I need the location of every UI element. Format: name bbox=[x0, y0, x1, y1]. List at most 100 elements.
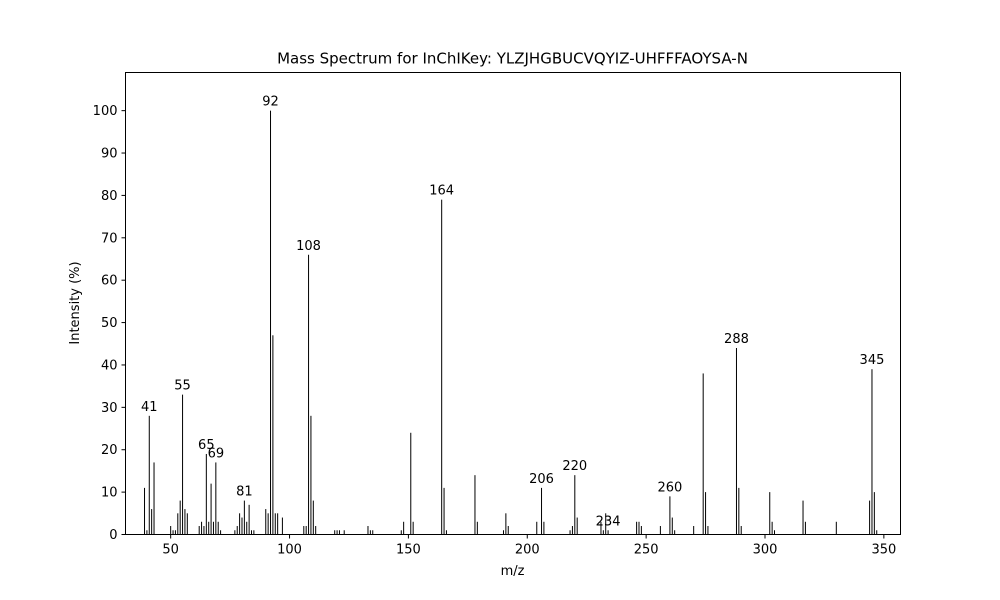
peak-bar bbox=[607, 530, 609, 535]
peak-bar bbox=[172, 530, 174, 535]
peak-bar bbox=[659, 526, 661, 535]
peak-bar bbox=[474, 475, 476, 535]
peak-bar bbox=[272, 335, 274, 535]
peak-label: 288 bbox=[724, 332, 749, 347]
peak-bar bbox=[186, 513, 188, 535]
peak-bar bbox=[638, 521, 640, 535]
peak-bar bbox=[674, 530, 676, 535]
peak-label: 65 bbox=[198, 438, 215, 453]
peak-bar bbox=[445, 530, 447, 535]
peak-bar bbox=[702, 373, 704, 535]
peak-bar bbox=[182, 394, 184, 535]
spectrum-bars bbox=[144, 110, 878, 535]
peak-bar bbox=[184, 509, 186, 535]
peak-bar bbox=[305, 526, 307, 535]
peak-label: 260 bbox=[657, 480, 682, 495]
peak-bar bbox=[148, 415, 150, 535]
peak-bar bbox=[146, 530, 148, 535]
peak-bar bbox=[574, 475, 576, 535]
peak-bar bbox=[144, 487, 146, 535]
y-tick-label: 20 bbox=[101, 443, 118, 458]
peak-bar bbox=[367, 526, 369, 535]
peak-bar bbox=[343, 530, 345, 535]
y-tick-label: 60 bbox=[101, 274, 118, 289]
peak-label: 234 bbox=[596, 514, 621, 529]
peak-bar bbox=[802, 500, 804, 535]
y-tick-label: 0 bbox=[109, 528, 117, 543]
peak-bar bbox=[220, 530, 222, 535]
peak-bar bbox=[671, 517, 673, 535]
peak-bar bbox=[281, 517, 283, 535]
y-tick-label: 70 bbox=[101, 231, 118, 246]
x-axis-label: m/z bbox=[501, 564, 525, 579]
y-axis-ticks: 0 10 20 30 40 50 60 70 80 90 100 bbox=[93, 104, 126, 543]
peak-bar bbox=[205, 453, 207, 535]
peak-bar bbox=[210, 483, 212, 535]
peak-bar bbox=[835, 521, 837, 535]
peak-bar bbox=[403, 521, 405, 535]
peak-bar bbox=[338, 530, 340, 535]
peak-bar bbox=[871, 369, 873, 535]
x-tick-label: 200 bbox=[515, 543, 540, 558]
peak-bar bbox=[243, 500, 245, 535]
peak-bar bbox=[476, 521, 478, 535]
peak-label: 69 bbox=[208, 446, 225, 461]
peak-bar bbox=[740, 526, 742, 535]
peak-bar bbox=[571, 526, 573, 535]
peak-bar bbox=[502, 530, 504, 535]
peak-bar bbox=[640, 526, 642, 535]
y-tick-label: 10 bbox=[101, 486, 118, 501]
peak-bar bbox=[869, 500, 871, 535]
peak-bar bbox=[239, 513, 241, 535]
x-tick-label: 100 bbox=[277, 543, 302, 558]
peak-bar bbox=[312, 500, 314, 535]
peak-bar bbox=[636, 521, 638, 535]
x-tick-label: 50 bbox=[162, 543, 179, 558]
peak-bar bbox=[215, 462, 217, 535]
peak-bar bbox=[303, 526, 305, 535]
peak-bar bbox=[234, 530, 236, 535]
peak-bar bbox=[208, 521, 210, 535]
peak-bar bbox=[707, 526, 709, 535]
peak-bar bbox=[412, 521, 414, 535]
peak-bar bbox=[212, 521, 214, 535]
peak-bar bbox=[507, 526, 509, 535]
peak-bar bbox=[315, 526, 317, 535]
peak-bar bbox=[201, 521, 203, 535]
peak-bar bbox=[179, 500, 181, 535]
peak-bar bbox=[277, 513, 279, 535]
peak-label: 55 bbox=[174, 379, 191, 394]
peak-bar bbox=[738, 487, 740, 535]
peak-label: 41 bbox=[141, 400, 158, 415]
peak-bar bbox=[543, 521, 545, 535]
peak-bar bbox=[600, 521, 602, 535]
x-tick-label: 150 bbox=[396, 543, 421, 558]
peak-bar bbox=[153, 462, 155, 535]
peak-bar bbox=[669, 496, 671, 535]
plot-frame bbox=[125, 72, 901, 535]
peak-label: 206 bbox=[529, 472, 554, 487]
peak-label: 345 bbox=[860, 353, 885, 368]
peak-bar bbox=[769, 492, 771, 535]
peak-bar bbox=[310, 415, 312, 535]
peak-label: 108 bbox=[296, 239, 321, 254]
peak-bar bbox=[241, 517, 243, 535]
peak-bar bbox=[267, 513, 269, 535]
peak-bar bbox=[198, 526, 200, 535]
peak-bar bbox=[270, 110, 272, 535]
peak-bar bbox=[308, 254, 310, 535]
peak-bar bbox=[605, 513, 607, 535]
chart-title: Mass Spectrum for InChIKey: YLZJHGBUCVQY… bbox=[277, 50, 748, 68]
peak-label: 92 bbox=[262, 95, 279, 110]
peak-bar bbox=[251, 530, 252, 535]
peak-bar bbox=[569, 530, 571, 535]
x-axis-ticks: 50 100 150 200 250 300 350 bbox=[162, 534, 896, 558]
peak-bar bbox=[217, 521, 219, 535]
y-tick-label: 40 bbox=[101, 358, 118, 373]
peak-bar bbox=[576, 517, 578, 535]
peak-bar bbox=[334, 530, 336, 535]
peak-bar bbox=[400, 530, 402, 535]
peak-bar bbox=[705, 492, 707, 535]
